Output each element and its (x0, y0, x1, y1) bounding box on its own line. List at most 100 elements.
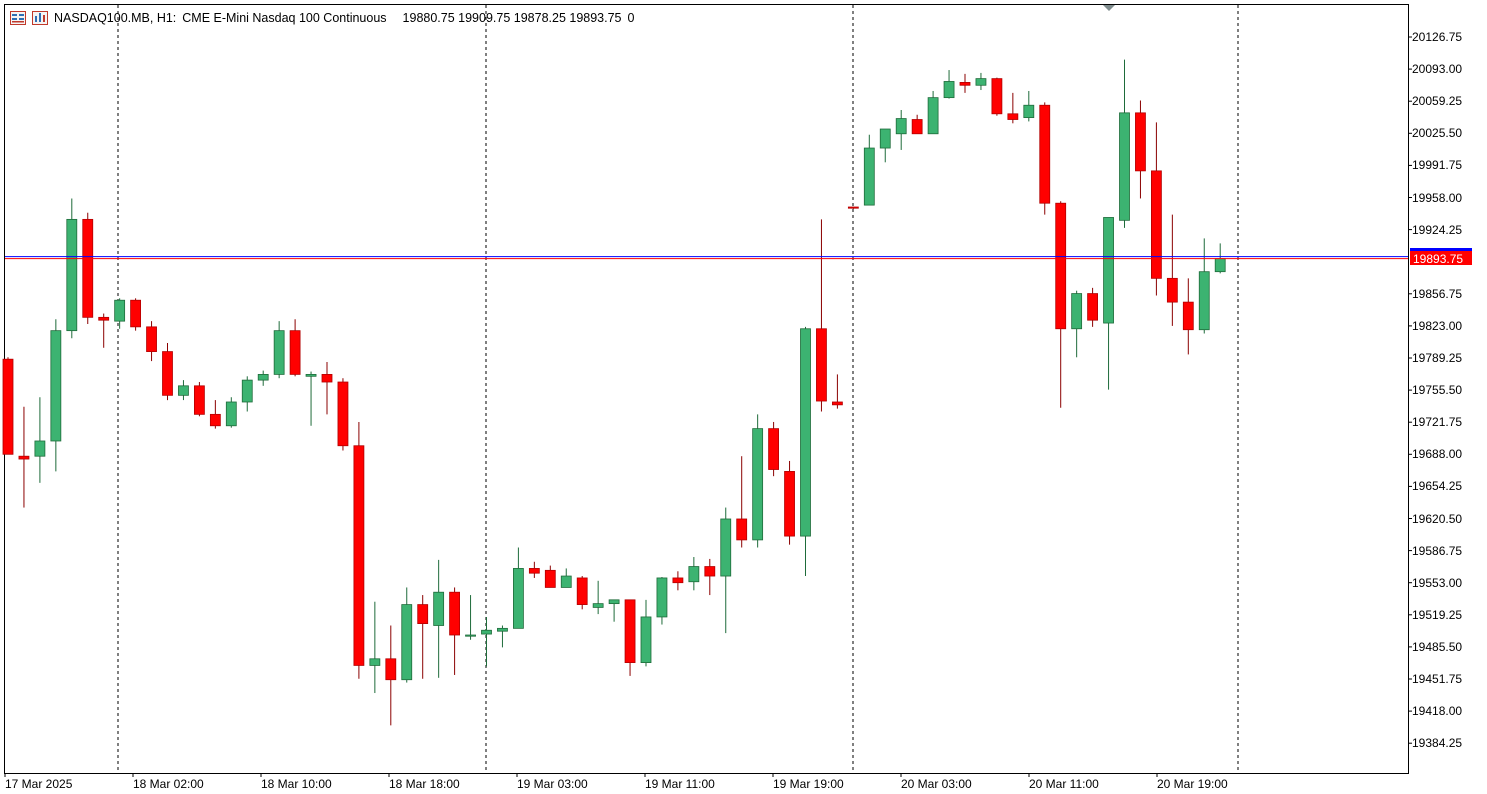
bearish-candle[interactable] (18, 406, 30, 508)
bullish-candle[interactable] (465, 595, 476, 640)
bullish-candle[interactable] (401, 587, 413, 683)
bearish-candle[interactable] (704, 558, 716, 596)
price-axis-label: 19856.75 (1412, 286, 1463, 301)
bearish-candle[interactable] (991, 77, 1003, 116)
bearish-candle[interactable] (1151, 122, 1162, 296)
bearish-candle[interactable] (816, 219, 827, 412)
bullish-candle[interactable] (895, 109, 907, 150)
bearish-candle[interactable] (417, 595, 429, 679)
bearish-candle[interactable] (1182, 278, 1194, 355)
bearish-candle[interactable] (1039, 102, 1051, 215)
bearish-candle[interactable] (321, 362, 333, 415)
bullish-candle[interactable] (879, 128, 891, 163)
bullish-candle[interactable] (225, 397, 237, 428)
candle-body (273, 330, 285, 375)
bearish-candle[interactable] (736, 456, 748, 548)
bearish-candle[interactable] (2, 357, 14, 455)
price-axis-label: 19384.25 (1412, 736, 1463, 751)
bullish-candle[interactable] (1119, 59, 1130, 228)
bullish-candle[interactable] (513, 547, 524, 629)
candle-body (752, 428, 764, 541)
bearish-candle[interactable] (209, 400, 221, 429)
bullish-candle[interactable] (720, 507, 732, 634)
bearish-candle[interactable] (289, 319, 301, 377)
bullish-candle[interactable] (66, 198, 78, 339)
bearish-candle[interactable] (544, 565, 556, 588)
bullish-candle[interactable] (1198, 238, 1210, 334)
candle-body (640, 616, 652, 663)
bullish-candle[interactable] (257, 370, 269, 386)
bullish-candle[interactable] (273, 321, 285, 379)
candle-body (975, 78, 987, 86)
day-separators (117, 5, 1239, 773)
bullish-candle[interactable] (688, 557, 700, 591)
bullish-candle[interactable] (656, 576, 668, 625)
candle-body (241, 379, 253, 403)
bullish-candle[interactable] (114, 298, 126, 329)
bullish-candle[interactable] (241, 376, 253, 412)
bearish-candle[interactable] (672, 571, 684, 591)
candle-body (943, 81, 955, 99)
candle-body (847, 206, 859, 209)
bearish-candle[interactable] (449, 587, 461, 675)
bullish-candle[interactable] (178, 380, 189, 401)
bullish-candle[interactable] (592, 580, 604, 615)
chart-window-icon[interactable] (32, 11, 48, 25)
bullish-candle[interactable] (975, 72, 987, 91)
bearish-candle[interactable] (98, 313, 110, 348)
bullish-candle[interactable] (1071, 290, 1083, 358)
chart-window[interactable] (4, 4, 1409, 774)
bullish-candle[interactable] (863, 134, 875, 206)
bearish-candle[interactable] (768, 421, 779, 477)
bullish-candle[interactable] (305, 371, 317, 426)
bearish-candle[interactable] (146, 321, 157, 362)
candle-body (863, 147, 875, 206)
bearish-candle[interactable] (353, 421, 365, 679)
symbol-label: NASDAQ100.MB, H1: (54, 11, 177, 25)
bullish-candle[interactable] (1103, 217, 1114, 390)
bearish-candle[interactable] (528, 561, 540, 578)
bullish-candle[interactable] (369, 601, 381, 694)
bearish-candle[interactable] (1087, 287, 1098, 327)
bullish-candle[interactable] (752, 414, 764, 548)
bearish-candle[interactable] (1166, 214, 1178, 326)
bearish-candle[interactable] (959, 73, 971, 93)
bullish-candle[interactable] (640, 599, 652, 667)
bearish-candle[interactable] (832, 374, 843, 409)
bearish-candle[interactable] (576, 576, 588, 610)
bullish-candle[interactable] (497, 625, 508, 648)
bullish-candle[interactable] (927, 90, 939, 135)
candle-body (82, 218, 94, 318)
price-axis-label: 19789.25 (1412, 351, 1463, 365)
bearish-candle[interactable] (911, 114, 923, 135)
bearish-candle[interactable] (385, 625, 397, 726)
bearish-candle[interactable] (130, 298, 142, 331)
bullish-candle[interactable] (943, 70, 955, 99)
bearish-candle[interactable] (193, 382, 205, 417)
chart-shift-marker[interactable] (1103, 5, 1115, 11)
bearish-candle[interactable] (847, 206, 859, 209)
bullish-candle[interactable] (34, 397, 46, 483)
bearish-candle[interactable] (162, 343, 173, 401)
bullish-candle[interactable] (433, 559, 445, 678)
price-axis-label: 19688.00 (1412, 447, 1463, 462)
chart-header: NASDAQ100.MB, H1: CME E-Mini Nasdaq 100 … (10, 9, 634, 27)
bearish-candle[interactable] (1135, 100, 1146, 199)
bullish-candle[interactable] (1023, 90, 1035, 122)
bullish-candle[interactable] (481, 616, 492, 667)
bearish-candle[interactable] (624, 599, 636, 676)
bearish-candle[interactable] (784, 460, 795, 545)
bullish-candle[interactable] (560, 568, 572, 588)
bullish-candle[interactable] (608, 599, 620, 622)
candle-body (209, 413, 221, 427)
bullish-candle[interactable] (50, 319, 62, 472)
bearish-candle[interactable] (337, 378, 349, 451)
candle-body (704, 566, 716, 577)
bearish-candle[interactable] (82, 212, 94, 324)
bullish-candle[interactable] (800, 326, 811, 577)
bearish-candle[interactable] (1007, 92, 1019, 124)
candle-body (560, 575, 572, 588)
list-icon[interactable] (10, 11, 26, 25)
bearish-candle[interactable] (1055, 201, 1067, 408)
